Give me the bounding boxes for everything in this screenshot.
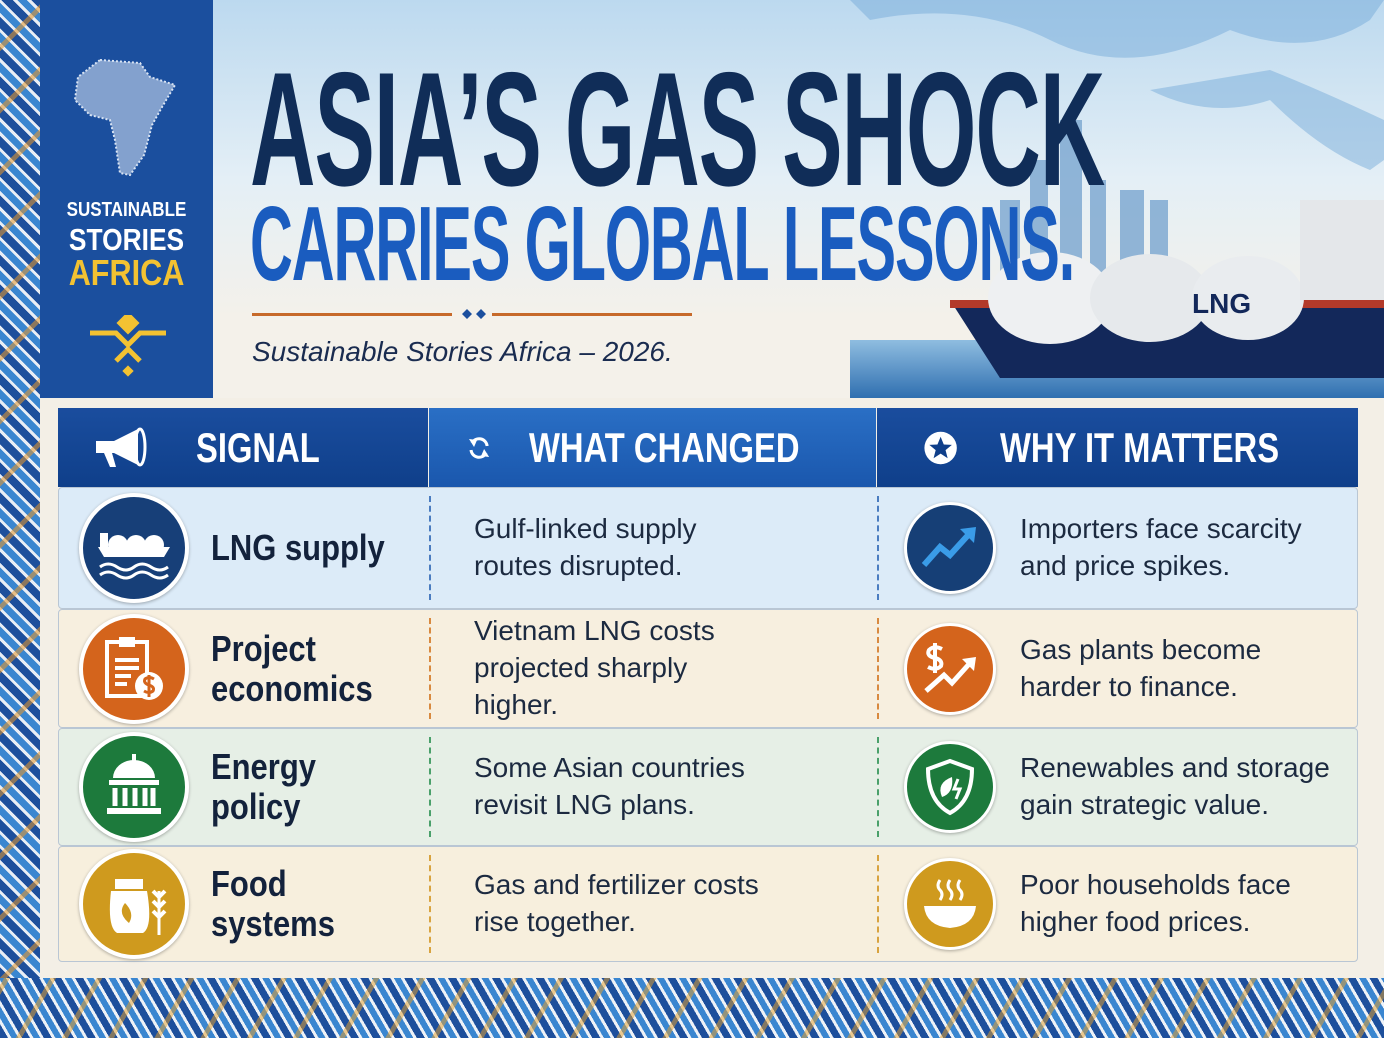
star-icon [924,431,957,464]
what-changed-text: Gulf-linked supply routes disrupted. [474,513,697,581]
table-row: Food systems Gas and fertilizer costs ri… [58,846,1358,962]
table-row: LNG supply Gulf-linked supply routes dis… [58,487,1358,609]
signal-label: LNG supply [211,527,385,569]
column-divider [429,737,431,837]
what-changed-cell: Gas and fertilizer costs rise together. [474,847,774,961]
column-label: WHY IT MATTERS [1000,423,1280,471]
signal-cell: Energy policy [59,729,429,845]
why-it-matters-text: Gas plants become harder to finance. [1020,633,1262,702]
signal-label: Project economics [211,627,373,709]
clipboard-dollar-icon [79,613,189,724]
tribal-pattern-border-left [0,0,40,1038]
gold-emblem-icon [90,315,166,377]
column-divider [429,496,431,600]
signal-cell: Food systems [59,847,429,961]
why-it-matters-cell: Poor households face higher food prices. [878,847,1358,961]
government-building-icon [79,732,189,842]
signal-cell: Project economics [59,610,429,727]
dollar-trend-icon [904,622,996,715]
signal-label: Food systems [211,863,335,944]
lng-ship-scene [850,0,1384,398]
brand-line-2: STORIES [68,222,185,257]
brand-line-3: AFRICA [68,252,185,293]
ornamental-divider [252,309,692,319]
signals-table: SIGNAL WHAT CHANGED WHY IT MATTERS [58,408,1358,963]
column-header-what-changed: WHAT CHANGED [429,408,876,487]
what-changed-text: Gas and fertilizer costs rise together. [474,869,759,937]
why-it-matters-text: Importers face scarcity and price spikes… [1020,513,1302,581]
headline-line-2: CARRIES GLOBAL LESSONS. [250,185,1075,303]
shield-leaf-icon [904,741,996,833]
why-it-matters-cell: Gas plants become harder to finance. [878,610,1358,727]
column-divider [877,737,879,837]
what-changed-cell: Vietnam LNG costs projected sharply high… [474,610,774,727]
why-it-matters-text: Poor households face higher food prices. [1020,869,1291,937]
signal-cell: LNG supply [59,488,429,608]
subtitle: Sustainable Stories Africa – 2026. [252,336,673,367]
ship-lng-label: LNG [1192,288,1252,319]
africa-map-icon [73,58,177,177]
megaphone-icon [96,427,147,467]
table-row: Project economics Vietnam LNG costs proj… [58,609,1358,728]
refresh-icon [469,436,490,459]
food-bowl-icon [904,858,996,950]
why-it-matters-cell: Renewables and storage gain strategic va… [878,729,1358,845]
column-header-why-it-matters: WHY IT MATTERS [877,408,1358,487]
what-changed-cell: Some Asian countries revisit LNG plans. [474,729,774,845]
diamond-ornament-icon [462,309,486,319]
what-changed-text: Vietnam LNG costs projected sharply high… [474,615,715,720]
what-changed-text: Some Asian countries revisit LNG plans. [474,752,745,820]
column-divider [429,618,431,719]
column-divider [877,855,879,953]
column-header-signal: SIGNAL [58,408,428,487]
column-divider [877,496,879,600]
table-row: Energy policy Some Asian countries revis… [58,728,1358,846]
what-changed-cell: Gulf-linked supply routes disrupted. [474,488,774,608]
headline-line-1: ASIA’S GAS SHOCK [250,39,1105,220]
world-map [850,0,1384,170]
column-label: SIGNAL [196,423,320,471]
brand-logo-panel: SUSTAINABLE STORIES AFRICA [40,0,213,398]
why-it-matters-text: Renewables and storage gain strategic va… [1020,752,1330,820]
trend-up-icon [904,502,996,594]
grain-sack-icon [79,849,189,959]
column-divider [429,855,431,953]
column-divider [877,618,879,719]
signal-label: Energy policy [211,746,316,827]
brand-line-1: SUSTAINABLE [66,199,187,221]
why-it-matters-cell: Importers face scarcity and price spikes… [878,488,1358,608]
tribal-pattern-border-bottom [0,978,1384,1038]
lng-ship-icon [79,493,189,603]
column-label: WHAT CHANGED [529,423,800,471]
